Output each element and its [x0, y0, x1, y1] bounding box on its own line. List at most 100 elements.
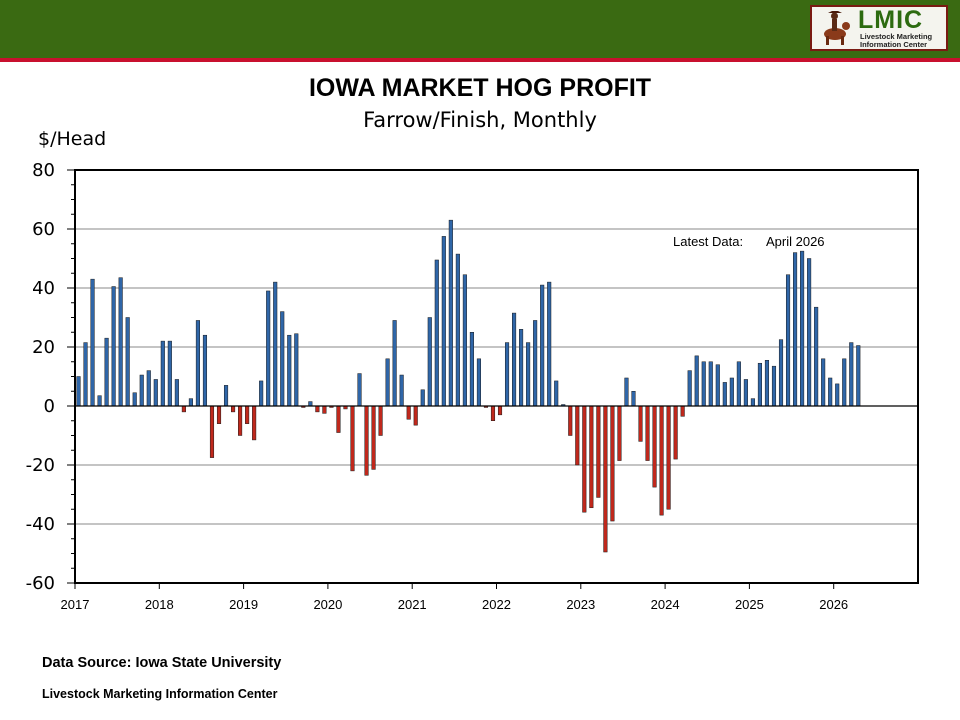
bar [160, 340, 165, 407]
bar [835, 383, 840, 407]
bar [856, 345, 861, 407]
bar [378, 405, 383, 436]
bar [589, 405, 594, 509]
bar [357, 373, 362, 407]
bar [441, 236, 446, 407]
bar [209, 405, 215, 458]
bar [490, 405, 496, 421]
bar [800, 250, 805, 407]
bar [195, 320, 200, 407]
bar [252, 405, 257, 441]
bar [434, 259, 439, 407]
header-band [0, 0, 960, 58]
bar [273, 281, 278, 407]
bar [638, 405, 643, 442]
bar [680, 405, 685, 417]
bar [652, 405, 657, 488]
annotation-value: April 2026 [766, 234, 825, 249]
bar [448, 219, 453, 407]
bar [575, 405, 580, 466]
header-stripe [0, 58, 960, 62]
bar [750, 398, 755, 407]
bar [308, 401, 313, 407]
bar [715, 364, 720, 407]
x-tick-label: 2019 [229, 597, 258, 612]
bar [666, 405, 671, 510]
bar [231, 405, 236, 413]
x-tick-label: 2018 [145, 597, 174, 612]
y-tick-label: -60 [26, 573, 55, 594]
bar [504, 342, 510, 407]
annotation-label: Latest Data: [673, 234, 743, 249]
bar [76, 376, 81, 407]
logo-subtext: Livestock Marketing Information Center [860, 32, 933, 49]
y-tick-label: 40 [32, 278, 55, 299]
bar [540, 284, 545, 407]
bar [280, 311, 285, 407]
bar [771, 365, 777, 407]
bar [202, 334, 208, 407]
bar [350, 405, 355, 472]
bar [785, 274, 791, 407]
x-tick-label: 2020 [313, 597, 342, 612]
bar [814, 306, 819, 407]
y-axis-label: $/Head [38, 128, 107, 150]
y-tick-label: -20 [26, 455, 55, 476]
bar [420, 389, 425, 407]
bar [828, 377, 833, 407]
bar [132, 392, 137, 407]
bar [624, 377, 629, 407]
y-tick-label: 80 [32, 160, 55, 181]
bar [427, 317, 432, 407]
bar [729, 377, 734, 407]
x-tick-label: 2023 [566, 597, 595, 612]
bar [245, 405, 250, 424]
plot-frame [74, 169, 919, 584]
bar [694, 355, 699, 407]
bar [778, 339, 784, 407]
logo-text: LMIC [858, 6, 924, 34]
y-tick-label: -40 [26, 514, 55, 535]
bar [139, 374, 144, 407]
bar [722, 382, 727, 407]
y-tick-label: 0 [44, 396, 55, 417]
x-tick-label: 2025 [735, 597, 764, 612]
bar [455, 253, 460, 407]
bar [645, 405, 650, 461]
bar [336, 405, 341, 433]
chart-title: IOWA MARKET HOG PROFIT [308, 74, 652, 102]
bar [111, 286, 116, 407]
bar [743, 379, 748, 407]
bar [673, 405, 678, 460]
bar [519, 329, 524, 407]
bar [568, 405, 573, 436]
data-source: Data Source: Iowa State University [42, 655, 282, 671]
bar [596, 405, 601, 498]
bar [322, 405, 327, 414]
bar [371, 405, 376, 470]
bar [736, 361, 741, 407]
bar [617, 405, 622, 461]
bar [97, 395, 102, 407]
x-tick-label: 2022 [482, 597, 511, 612]
x-tick-label: 2017 [61, 597, 90, 612]
x-tick-label: 2021 [398, 597, 427, 612]
bar [259, 380, 264, 407]
bar [287, 334, 292, 407]
bar [687, 370, 692, 407]
bar [125, 317, 130, 407]
bar [821, 358, 826, 407]
bar [793, 252, 798, 407]
bar [554, 380, 559, 407]
bar [315, 405, 320, 413]
bar [497, 405, 503, 416]
x-tick-label: 2024 [651, 597, 680, 612]
bar [90, 278, 95, 407]
bar [413, 405, 418, 426]
bar [216, 405, 222, 424]
chart-subtitle: Farrow/Finish, Monthly [363, 108, 597, 132]
bar [174, 379, 179, 407]
bar [533, 320, 538, 407]
bar [399, 374, 404, 407]
